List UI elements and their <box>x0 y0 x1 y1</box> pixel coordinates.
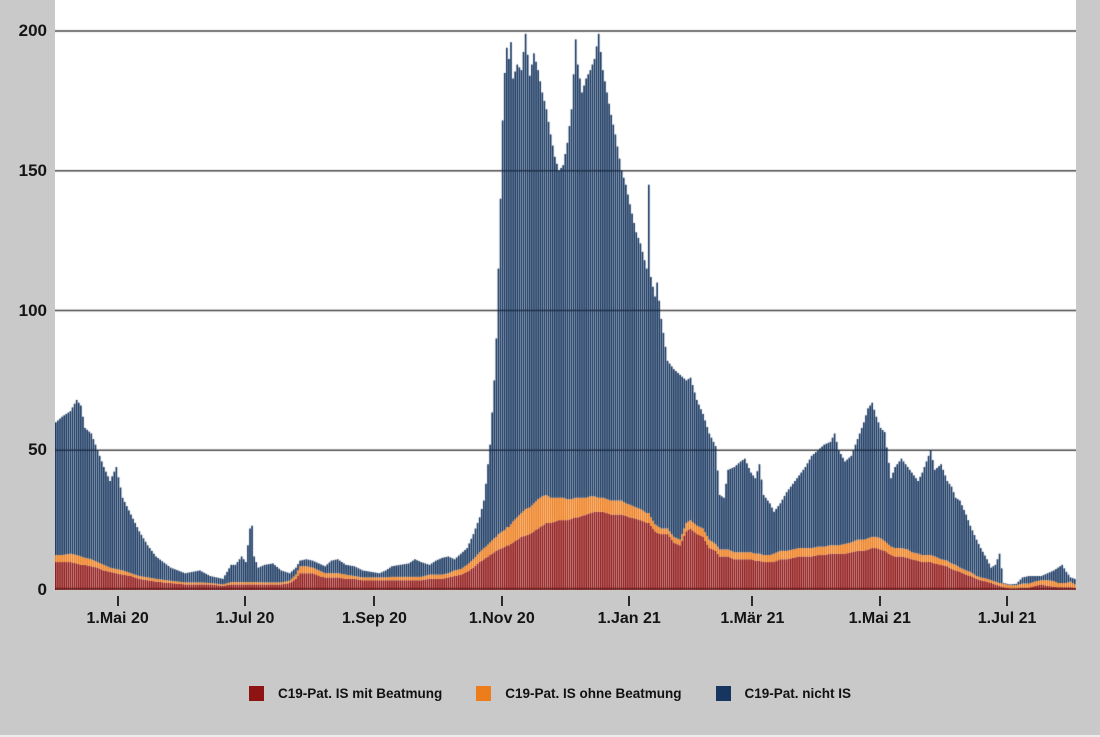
legend-label: C19-Pat. IS ohne Beatmung <box>505 686 682 701</box>
legend-item[interactable]: C19-Pat. IS ohne Beatmung <box>476 686 682 701</box>
legend-item[interactable]: C19-Pat. IS mit Beatmung <box>248 686 443 701</box>
x-axis-tick-mark <box>244 596 246 606</box>
plot-area <box>55 0 1076 590</box>
legend-item[interactable]: C19-Pat. nicht IS <box>715 686 852 701</box>
x-axis-label: 1.Mai 21 <box>848 610 911 627</box>
y-axis-label: 0 <box>37 580 47 599</box>
legend-label: C19-Pat. IS mit Beatmung <box>277 686 443 701</box>
bottom-strip <box>0 735 1100 737</box>
y-axis-label: 150 <box>18 160 47 180</box>
legend-swatch-icon <box>715 686 731 701</box>
x-axis-tick-mark <box>628 596 631 606</box>
x-axis-tick-mark <box>878 596 881 606</box>
y-axis-label: 200 <box>18 21 47 40</box>
legend: C19-Pat. IS mit Beatmung C19-Pat. IS ohne… <box>0 686 1100 701</box>
x-axis-tick-mark <box>1006 596 1009 606</box>
bars-canvas <box>55 0 1076 590</box>
legend-label: C19-Pat. nicht IS <box>744 686 852 701</box>
x-axis-label: 1.Jul 21 <box>977 610 1037 627</box>
legend-swatch-icon <box>476 686 492 701</box>
x-axis-label: 1.Jan 21 <box>597 610 661 627</box>
x-axis-label: 1.Sep 20 <box>341 610 407 627</box>
y-axis-labels: 0 50 100 150 200 <box>0 0 47 600</box>
x-axis-label: 1.Nov 20 <box>468 610 535 627</box>
legend-swatch-icon <box>248 686 264 701</box>
y-axis-label: 100 <box>18 300 47 320</box>
x-axis-label: 1.Jul 20 <box>215 610 275 627</box>
x-axis-tick-mark <box>373 596 376 606</box>
x-axis-tick-mark <box>751 596 754 606</box>
y-axis-label: 50 <box>28 440 47 460</box>
x-axis-label: 1.Mär 21 <box>720 610 785 627</box>
x-axis-tick-mark <box>500 596 503 606</box>
x-axis-label: 1.Mai 20 <box>86 610 149 627</box>
x-axis-tick-mark <box>116 596 119 606</box>
